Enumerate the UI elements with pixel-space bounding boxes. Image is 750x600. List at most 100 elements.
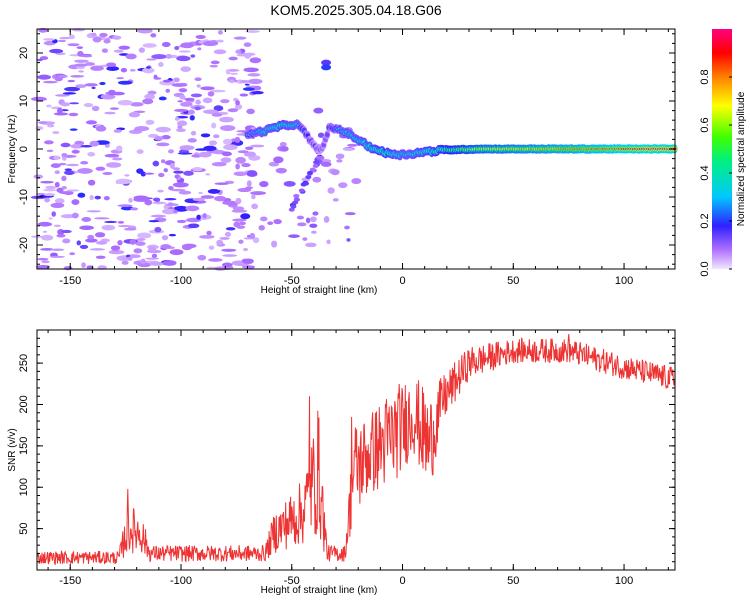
spectrogram-cell — [157, 189, 164, 193]
x-tick-label: 50 — [507, 575, 519, 587]
spectrogram-cell — [268, 161, 280, 167]
spectrogram-cell — [176, 55, 191, 62]
spectrogram-cell — [323, 216, 330, 223]
spectrogram-cell — [143, 172, 155, 175]
spectrogram-cell — [222, 254, 238, 257]
spectrogram-cell — [234, 136, 241, 144]
y-tick-label: 10 — [18, 95, 30, 107]
spectrogram-cell — [61, 175, 67, 182]
spectrogram-cell — [129, 102, 144, 107]
spectrogram-cell — [251, 203, 259, 210]
spectrogram-cell — [344, 225, 350, 230]
spectrogram-cell — [116, 77, 125, 80]
spectrogram-cell — [66, 163, 80, 167]
spectrogram-cell — [60, 142, 71, 148]
spectrogram-cell — [232, 206, 245, 211]
spectrogram-cell — [112, 35, 122, 40]
snr-y-label: SNR (v/v) — [7, 428, 18, 471]
spectrogram-cell — [69, 102, 80, 105]
spectrogram-cell — [232, 218, 247, 222]
y-tick-label: 50 — [18, 522, 30, 534]
spectrogram-cell — [275, 167, 287, 174]
spectrogram-cell — [103, 39, 111, 44]
spectrogram-cell — [209, 64, 219, 68]
spectrogram-cell — [54, 76, 63, 82]
spectrogram-cell — [142, 98, 154, 105]
spectrogram-cell — [104, 111, 116, 115]
spectrogram-cell — [346, 238, 351, 242]
spectrogram-cell — [198, 191, 203, 195]
spectrogram-cell — [307, 170, 314, 175]
spectrogram-cell — [123, 227, 137, 231]
spectrogram-cell — [241, 162, 251, 168]
x-tick-label: 0 — [399, 575, 405, 587]
spectrogram-cell — [80, 161, 89, 165]
spectrogram-cell — [156, 142, 170, 147]
spectrogram-cell — [109, 107, 120, 110]
spectrogram-cell — [208, 245, 215, 250]
spectrogram-cell — [172, 182, 189, 188]
spectrogram-cell — [159, 80, 176, 86]
spectrogram-cell — [190, 130, 197, 136]
spectrogram-cell — [288, 234, 300, 238]
spectrogram-cell — [53, 224, 61, 227]
spectrogram-cell — [259, 181, 269, 188]
spectrogram-cell — [311, 230, 317, 234]
spectrogram-cell — [76, 240, 81, 246]
spectrogram-cell — [142, 67, 155, 74]
spectrogram-cell — [43, 193, 56, 197]
spectrogram-cell — [99, 32, 108, 38]
spectrogram-cell — [180, 101, 193, 107]
spectrogram-cell — [174, 117, 180, 121]
spectrogram-cell — [172, 167, 181, 171]
spectrogram-cell — [68, 34, 75, 40]
spectrogram-cell — [36, 192, 46, 196]
spectrogram-cell — [106, 66, 120, 71]
spectrogram-cell — [197, 254, 207, 261]
spectrogram-cell — [40, 180, 54, 184]
colorbar-tick-label: 0.4 — [699, 165, 711, 180]
x-tick-label: -150 — [59, 575, 81, 587]
spectrogram-cell — [173, 170, 184, 174]
spectrogram-cell — [95, 241, 108, 245]
spectrogram-cell — [51, 248, 65, 252]
spectrogram-cell — [135, 238, 146, 241]
spectrogram-cell — [46, 149, 54, 153]
x-tick-label: 100 — [615, 575, 633, 587]
y-tick-label: 100 — [18, 478, 30, 496]
spectrogram-cell — [313, 160, 320, 165]
spectrogram-cell — [347, 143, 358, 147]
spectrogram-cell — [41, 234, 54, 241]
spectrogram-cell — [174, 108, 189, 112]
spectrogram-cell — [249, 232, 256, 239]
spectrogram-cell — [54, 170, 60, 174]
spectrogram-cell — [312, 163, 319, 168]
spectrogram-cell — [222, 200, 237, 205]
spectrogram-cell — [60, 102, 71, 107]
spectrogram-cell — [53, 155, 60, 160]
spectrogram-cell — [174, 174, 180, 179]
spectrogram-cell — [80, 55, 93, 58]
spectrogram-cell — [36, 58, 43, 62]
colorbar-tick-label: 0.6 — [699, 117, 711, 132]
spectrogram-cell — [259, 216, 268, 222]
spectrogram-cell — [59, 36, 72, 40]
spectrogram-cell — [62, 92, 77, 95]
spectrogram-cell — [67, 43, 80, 47]
spectrogram-cell — [101, 224, 116, 231]
spectrogram-cell — [221, 262, 233, 268]
spectrogram-cell — [243, 247, 249, 252]
spectrogram-cell — [189, 115, 195, 121]
spectrogram-cell — [224, 231, 231, 237]
spectrogram-cell — [124, 174, 130, 177]
spectrogram-cell — [245, 186, 254, 190]
spectrogram-cell — [117, 204, 133, 208]
spectrogram-cell — [280, 146, 289, 152]
spectrogram-cell — [58, 162, 67, 166]
figure-title: KOM5.2025.305.04.18.G06 — [270, 2, 441, 18]
spectrogram-cell — [342, 147, 355, 151]
spectrogram-cell — [164, 198, 177, 201]
spectrogram-cell — [71, 149, 80, 154]
spectrogram-cell — [37, 257, 49, 261]
spectrogram-cell — [305, 217, 311, 224]
